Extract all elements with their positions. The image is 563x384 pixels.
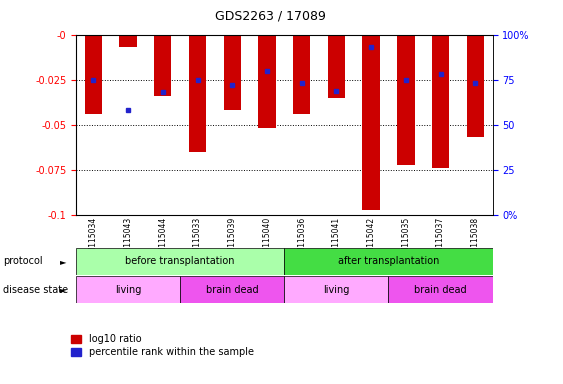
Bar — [119, 35, 137, 47]
Text: disease state: disease state — [3, 285, 68, 295]
Text: living: living — [323, 285, 350, 295]
Bar — [467, 35, 484, 137]
Bar — [284, 248, 493, 275]
Text: before transplantation: before transplantation — [126, 256, 235, 266]
Bar — [258, 35, 276, 128]
Bar — [363, 35, 380, 210]
Text: ►: ► — [60, 285, 67, 295]
Bar — [189, 35, 206, 152]
Bar — [328, 35, 345, 98]
Text: GDS2263 / 17089: GDS2263 / 17089 — [215, 10, 325, 23]
Bar — [180, 276, 284, 303]
Bar — [432, 35, 449, 168]
Bar — [388, 276, 493, 303]
Bar — [293, 35, 310, 114]
Bar — [76, 248, 284, 275]
Text: protocol: protocol — [3, 256, 42, 266]
Bar — [76, 276, 180, 303]
Bar — [154, 35, 172, 96]
Bar — [224, 35, 241, 110]
Text: ►: ► — [60, 257, 67, 266]
Text: after transplantation: after transplantation — [338, 256, 439, 266]
Legend: log10 ratio, percentile rank within the sample: log10 ratio, percentile rank within the … — [68, 330, 258, 361]
Text: living: living — [115, 285, 141, 295]
Text: brain dead: brain dead — [414, 285, 467, 295]
Bar — [397, 35, 414, 164]
Bar — [84, 35, 102, 114]
Bar — [284, 276, 388, 303]
Text: brain dead: brain dead — [206, 285, 258, 295]
